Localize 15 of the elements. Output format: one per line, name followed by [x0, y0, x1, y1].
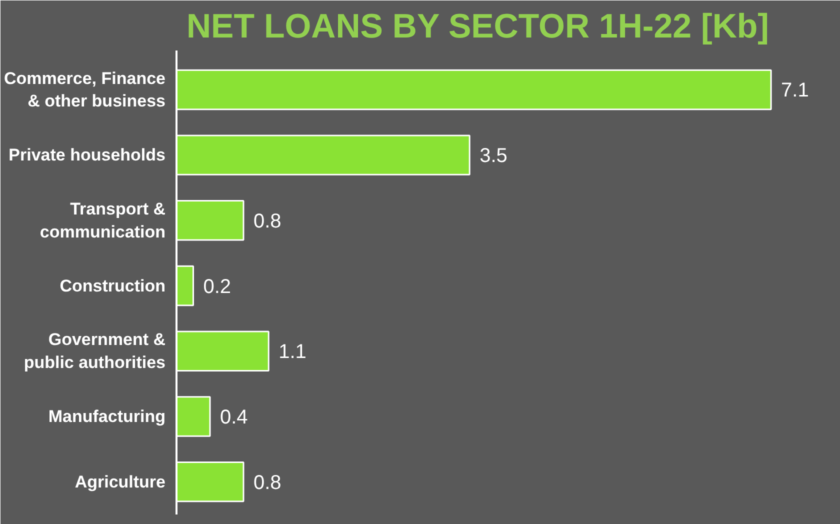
y-tick-label: Commerce, Finance & other business	[4, 68, 166, 111]
data-label: 0.8	[253, 210, 282, 232]
y-tick-label: Agriculture	[74, 472, 166, 492]
data-label: 3.5	[480, 145, 508, 168]
data-label: 0.2	[203, 276, 232, 298]
data-label: 7.1	[781, 80, 809, 102]
chart-title: NET LOANS BY SECTOR 1H-22 [Kb]	[186, 8, 769, 46]
y-tick-label: Government & public authorities	[24, 330, 166, 372]
y-tick-label: Private households	[8, 146, 166, 165]
data-label: 0.4	[220, 406, 248, 428]
y-tick-label: Manufacturing	[48, 406, 166, 426]
y-tick-label: Construction	[60, 276, 166, 296]
y-tick-label: Transport & communication	[40, 200, 166, 242]
data-label: 0.8	[253, 472, 282, 494]
data-label: 1.1	[278, 341, 306, 364]
